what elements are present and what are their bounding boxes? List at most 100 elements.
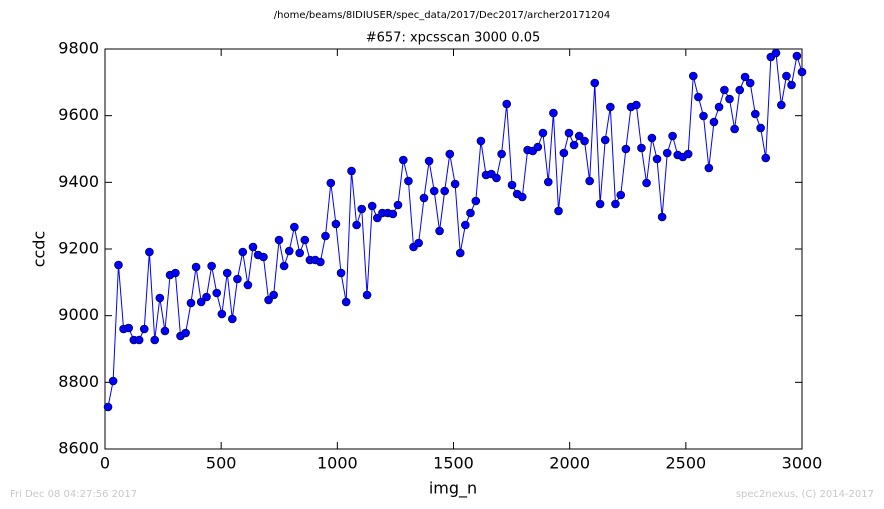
data-point (367, 201, 377, 211)
data-point (538, 128, 548, 138)
footer-left: Fri Dec 08 04:27:56 2017 (10, 489, 137, 500)
data-point (590, 78, 600, 88)
data-point (554, 206, 563, 216)
x-tick-label: 2500 (665, 454, 706, 473)
y-tick-label: 9000 (58, 305, 99, 324)
footer-right: spec2nexus, (C) 2014-2017 (736, 489, 874, 500)
data-point (699, 111, 708, 121)
x-tick-label: 2000 (549, 454, 590, 473)
data-point (134, 335, 144, 345)
data-point (688, 71, 698, 81)
data-point (300, 235, 310, 245)
data-point (222, 268, 232, 278)
x-tick-label: 1500 (433, 454, 474, 473)
data-point (585, 176, 594, 186)
data-point (756, 123, 765, 133)
y-tick-label: 8800 (58, 372, 99, 391)
data-point (259, 252, 268, 262)
data-point (683, 149, 693, 159)
data-point (492, 173, 501, 183)
data-point (160, 326, 170, 336)
data-point (186, 298, 196, 308)
data-point (269, 290, 278, 300)
data-point (429, 186, 439, 196)
data-point (797, 67, 807, 77)
data-point (580, 136, 589, 146)
data-point (202, 292, 211, 302)
data-point (740, 72, 750, 82)
data-point (326, 178, 336, 188)
data-point (652, 154, 662, 164)
data-point (155, 293, 165, 303)
data-point (440, 186, 449, 196)
data-point (399, 155, 408, 165)
data-point (352, 220, 361, 230)
data-point (207, 261, 216, 271)
data-point (139, 324, 149, 334)
data-point (238, 247, 248, 257)
data-point (517, 192, 527, 202)
data-point (181, 328, 190, 338)
data-point (243, 280, 253, 290)
data-point (316, 257, 325, 267)
data-point (419, 193, 429, 203)
data-point (393, 200, 403, 210)
data-point (471, 196, 481, 206)
data-point (611, 199, 620, 209)
data-point (233, 274, 242, 284)
data-point (606, 102, 615, 112)
data-point (404, 176, 413, 186)
data-point (336, 268, 346, 278)
data-point (616, 190, 626, 200)
data-point (782, 71, 791, 81)
y-tick-label: 8600 (58, 439, 99, 458)
data-point (455, 248, 465, 258)
data-point (761, 153, 771, 163)
data-line (107, 52, 803, 408)
data-point (414, 238, 423, 248)
data-point (341, 297, 351, 307)
data-point (228, 314, 237, 324)
data-point (668, 131, 677, 141)
y-tick-label: 9800 (58, 39, 99, 58)
y-axis-label: ccdc (30, 231, 49, 268)
x-tick-label: 1000 (317, 454, 358, 473)
data-point (461, 220, 470, 230)
data-point (720, 85, 729, 95)
data-point (662, 148, 672, 158)
data-point (647, 133, 657, 143)
x-tick-label: 500 (206, 454, 237, 473)
suptitle: /home/beams/8IDIUSER/spec_data/2017/Dec2… (274, 10, 610, 21)
data-point (362, 290, 372, 300)
data-point (621, 144, 631, 154)
data-point (574, 131, 584, 141)
data-point (533, 142, 543, 152)
data-point (274, 235, 284, 245)
data-point (549, 108, 558, 118)
data-point (347, 166, 356, 176)
data-point (564, 128, 574, 138)
data-point (543, 177, 553, 187)
data-point (217, 309, 227, 319)
data-point (787, 80, 796, 90)
data-point (284, 246, 294, 256)
data-point (751, 109, 760, 119)
data-point (642, 178, 651, 188)
data-point (502, 99, 512, 109)
x-tick-label: 3000 (782, 454, 823, 473)
data-point (730, 124, 739, 134)
data-point (103, 402, 113, 412)
data-point (279, 261, 289, 271)
y-tick-label: 9400 (58, 172, 99, 191)
data-point (357, 204, 367, 214)
data-point (657, 212, 667, 222)
data-point (290, 222, 299, 232)
data-point (709, 117, 719, 127)
data-point (321, 231, 330, 241)
data-point (388, 209, 398, 219)
plot-frame (104, 48, 803, 450)
data-point (248, 242, 258, 252)
y-tick-label: 9600 (58, 105, 99, 124)
data-point (632, 100, 641, 110)
